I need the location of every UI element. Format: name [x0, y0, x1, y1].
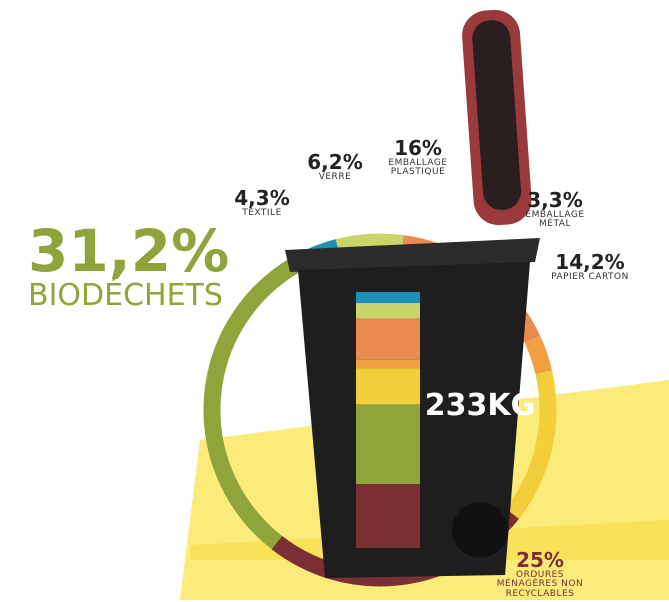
- value-label: 4,3%: [234, 186, 290, 210]
- bin-lid-inner: [472, 20, 522, 210]
- segment-label: 16% EMBALLAGE PLASTIQUE: [378, 138, 458, 178]
- stack-block: [356, 484, 420, 548]
- stack-block: [356, 318, 420, 360]
- bin-wheel: [452, 502, 508, 558]
- value-label: 14,2%: [555, 250, 625, 274]
- highlight-name: BIODÉCHETS: [28, 278, 223, 313]
- segment-label: 14,2% PAPIER CARTON: [550, 252, 630, 282]
- center-label: 233KG: [425, 388, 536, 423]
- stack-block: [356, 368, 420, 405]
- value-label: 16%: [394, 136, 442, 160]
- segment-label: 3,3% EMBALLAGE MÉTAL: [515, 190, 595, 230]
- value-label: 6,2%: [307, 150, 363, 174]
- stack-block: [356, 292, 420, 303]
- ring-segment: [505, 370, 557, 519]
- highlight-label: 31,2% BIODÉCHETS: [28, 222, 229, 312]
- ring-segment: [524, 335, 553, 375]
- category-label: PAPIER CARTON: [551, 272, 629, 282]
- segment-label: 25% ORDURES MÉNAGÈRES NON RECYCLABLES: [485, 550, 595, 599]
- category-label: EMBALLAGE PLASTIQUE: [388, 158, 448, 178]
- bin-rim: [285, 238, 540, 272]
- value-label: 25%: [516, 548, 564, 572]
- stack-block: [356, 359, 420, 369]
- category-label: ORDURES MÉNAGÈRES NON RECYCLABLES: [496, 570, 584, 599]
- category-label: VERRE: [318, 172, 352, 182]
- stack-block: [356, 302, 420, 319]
- segment-label: 6,2% VERRE: [295, 152, 375, 182]
- highlight-value: 31,2%: [28, 217, 230, 285]
- value-label: 3,3%: [527, 188, 583, 212]
- category-label: TEXTILE: [242, 208, 282, 218]
- bin-stack: [356, 292, 420, 548]
- segment-label: 4,3% TEXTILE: [222, 188, 302, 218]
- ring-segment: [335, 233, 404, 256]
- stack-block: [356, 404, 420, 485]
- ring-segment: [203, 257, 301, 550]
- category-label: EMBALLAGE MÉTAL: [525, 210, 585, 230]
